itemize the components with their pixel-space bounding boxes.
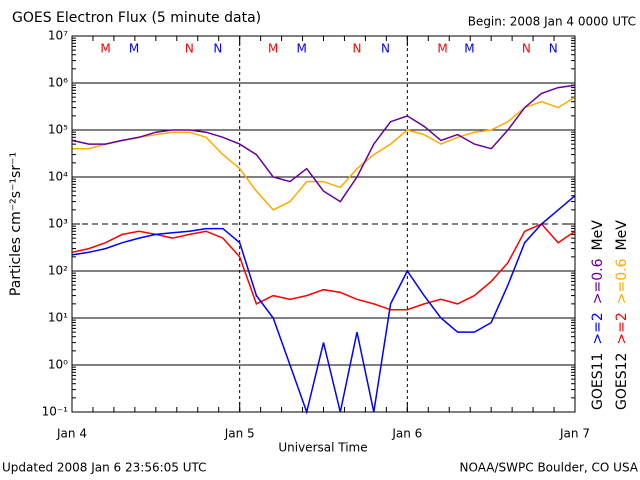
- orbit-marker: M: [268, 42, 278, 56]
- x-tick-label: Jan 7: [559, 427, 590, 441]
- series-line: [71, 195, 576, 415]
- orbit-marker: M: [297, 42, 307, 56]
- legend-part: >=0.6: [590, 258, 606, 304]
- series-line: [72, 96, 576, 211]
- y-tick-label: 10⁰: [48, 358, 68, 372]
- legend-part: >=0.6: [614, 258, 630, 304]
- y-tick-label: 10⁴: [48, 170, 68, 184]
- chart-subtitle: Begin: 2008 Jan 4 0000 UTC: [468, 15, 636, 29]
- legend-entry: GOES11 >=2 >=0.6 MeV: [590, 220, 606, 410]
- orbit-marker: N: [353, 42, 362, 56]
- y-tick-label: 10³: [48, 217, 68, 231]
- orbit-marker: N: [381, 42, 390, 56]
- orbit-marker: N: [522, 42, 531, 56]
- legend-unit: MeV: [614, 220, 630, 251]
- x-tick-label: Jan 5: [224, 427, 255, 441]
- orbit-marker: M: [129, 42, 139, 56]
- footer-right: NOAA/SWPC Boulder, CO USA: [460, 461, 639, 475]
- y-tick-label: 10⁻¹: [42, 405, 69, 419]
- y-tick-label: 10⁷: [48, 29, 68, 43]
- y-axis-label: Particles cm⁻²s⁻¹sr⁻¹: [8, 152, 24, 296]
- orbit-marker: M: [100, 42, 110, 56]
- x-tick-label: Jan 6: [391, 427, 422, 441]
- y-tick-label: 10⁵: [48, 123, 68, 137]
- legend-label: GOES11: [590, 353, 606, 410]
- series-line: [71, 84, 576, 203]
- x-tick-label: Jan 4: [56, 427, 87, 441]
- orbit-marker: M: [437, 42, 447, 56]
- orbit-marker: N: [185, 42, 194, 56]
- orbit-marker: N: [549, 42, 558, 56]
- chart-title: GOES Electron Flux (5 minute data): [12, 10, 261, 26]
- legend-unit: MeV: [590, 220, 606, 251]
- footer-left: Updated 2008 Jan 6 23:56:05 UTC: [2, 461, 207, 475]
- legend-entry: GOES12 >=2 >=0.6 MeV: [614, 220, 630, 410]
- y-tick-label: 10²: [48, 264, 68, 278]
- y-tick-label: 10⁶: [48, 76, 68, 90]
- orbit-marker: N: [213, 42, 222, 56]
- orbit-marker: M: [464, 42, 474, 56]
- legend-part: >=2: [590, 312, 606, 344]
- legend-label: GOES12: [614, 353, 630, 410]
- y-tick-label: 10¹: [48, 311, 68, 325]
- x-axis-label: Universal Time: [278, 441, 367, 455]
- plot-frame: [71, 35, 576, 413]
- legend-part: >=2: [614, 312, 630, 344]
